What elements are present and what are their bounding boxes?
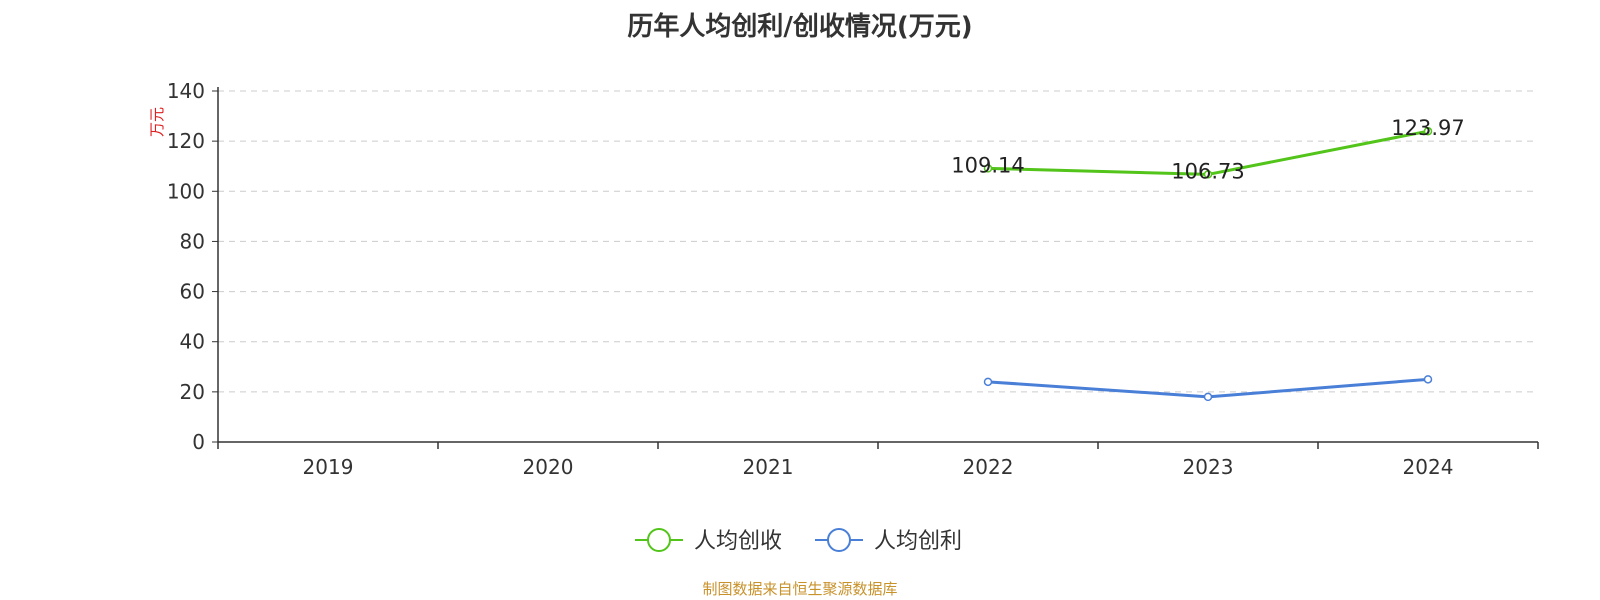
y-axis-unit-label: 万元	[148, 107, 166, 137]
y-tick-label: 140	[167, 79, 205, 103]
data-point	[983, 164, 993, 173]
x-tick-label: 2020	[523, 455, 574, 479]
legend-item-1: 人均创利	[815, 528, 962, 554]
x-tick-label: 2019	[303, 455, 354, 479]
data-point	[1423, 126, 1433, 136]
data-label: 123.97	[1391, 116, 1464, 140]
source-note: 制图数据来自恒生聚源数据库	[702, 580, 898, 598]
y-tick-label: 100	[167, 179, 205, 203]
y-tick-label: 20	[180, 380, 205, 404]
data-labels: 109.14 106.73 123.97	[951, 116, 1464, 183]
data-point	[983, 377, 993, 387]
x-tick-label: 2021	[743, 455, 794, 479]
axes: 0 20 40 60 80 100 120 140 2019 2020 2021 2022 2023 20…	[167, 79, 1539, 479]
legend: 人均创收 人均创利	[635, 528, 962, 554]
x-tick-label: 2024	[1403, 455, 1454, 479]
legend-label: 人均创收	[694, 529, 782, 554]
y-tick-label: 40	[180, 330, 205, 354]
legend-marker	[647, 528, 671, 552]
data-label: 106.73	[1171, 159, 1244, 183]
legend-label: 人均创利	[874, 529, 962, 554]
series-1	[983, 375, 1433, 402]
data-point	[1203, 392, 1213, 402]
grid-lines	[218, 90, 1538, 393]
x-tick-label: 2022	[963, 455, 1014, 479]
data-point	[1203, 170, 1213, 179]
legend-item-0: 人均创收	[635, 528, 782, 554]
y-tick-label: 80	[180, 229, 205, 253]
legend-marker	[827, 528, 851, 552]
data-point	[1423, 375, 1433, 384]
y-tick-label: 0	[192, 430, 205, 454]
series-0	[983, 126, 1433, 179]
data-label: 109.14	[951, 153, 1024, 177]
y-tick-label: 60	[180, 280, 205, 304]
series	[983, 126, 1433, 402]
chart-title: 历年人均创利/创收情况(万元)	[627, 12, 973, 42]
x-tick-label: 2023	[1183, 455, 1234, 479]
y-tick-label: 120	[167, 129, 205, 153]
